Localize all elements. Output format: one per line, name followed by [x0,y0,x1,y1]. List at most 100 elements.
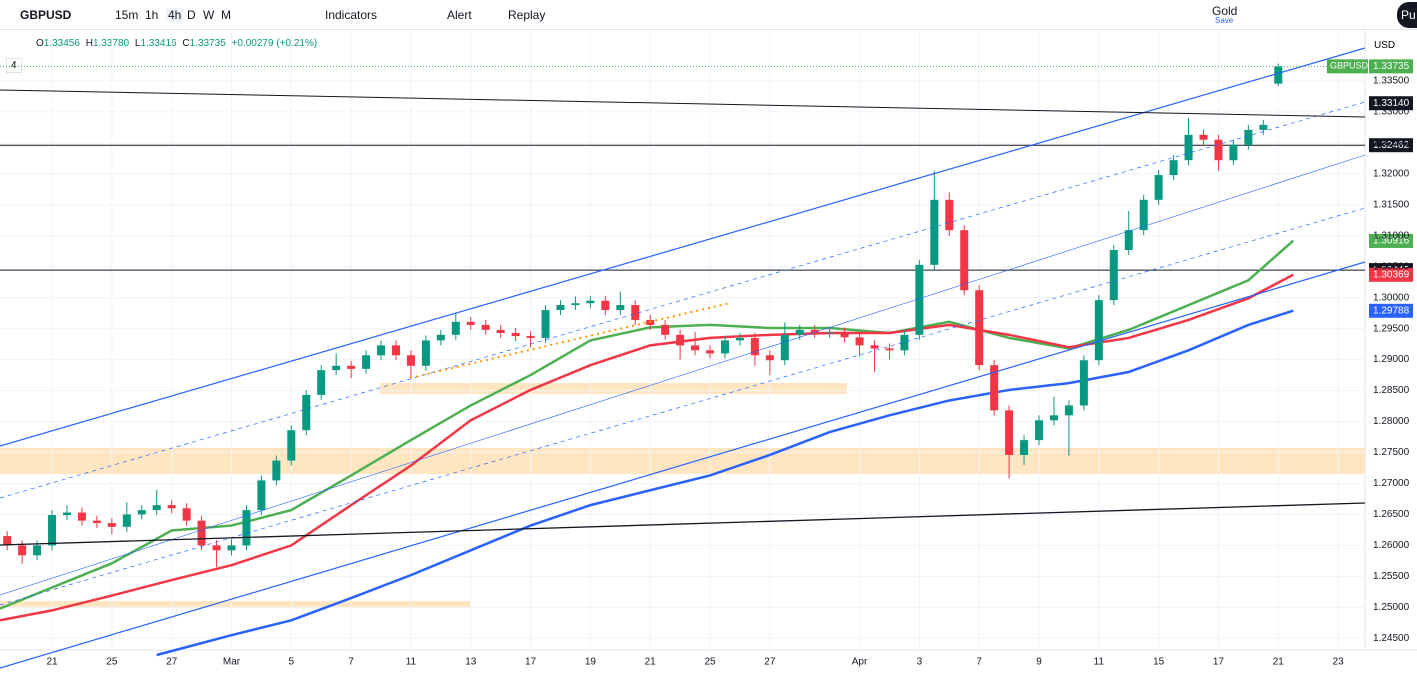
candle-body [900,334,909,351]
button[interactable]: Alert [447,8,472,22]
candle-body [541,310,550,338]
x-tick-label: 7 [976,657,982,668]
candle-body [661,324,670,335]
candle-body [1079,360,1088,406]
interval[interactable]: 4h [166,8,184,22]
candle-body [287,430,296,461]
channel-line [0,207,1366,606]
candle-body [347,365,356,369]
candle-body [1064,405,1073,416]
candle-body [616,305,625,311]
x-tick-label: Apr [852,657,868,668]
x-tick-label: 7 [348,657,354,668]
y-tick-label: 1.31000 [1373,230,1410,241]
x-tick-label: 27 [166,657,178,668]
ohlc-value: 1.33416 [140,38,177,49]
candle-body [33,545,42,556]
price-label: 1.33140 [1373,98,1410,109]
drawings [0,47,1366,669]
channel-line [0,101,1366,499]
candle-body [1154,175,1163,200]
x-tick-label: 17 [1213,657,1225,668]
candle-body [1259,124,1268,130]
save[interactable]: Save [1215,16,1234,25]
y-tick-label: 1.30000 [1373,292,1410,303]
candle-body [227,545,236,551]
candle-body [272,460,281,481]
currency[interactable]: USD [1374,40,1396,51]
interval[interactable]: 1h [145,8,159,22]
candle-body [840,332,849,338]
candle-body [1109,249,1118,301]
price-label-bg [1369,59,1413,74]
button[interactable]: Replay [508,8,546,22]
y-tick-label: 1.32500 [1373,137,1410,148]
candle-body [377,345,386,356]
x-tick-label: 3 [917,657,923,668]
layout-name[interactable]: Gold [1212,4,1238,18]
x-tick-label: 21 [46,657,58,668]
price-label: 1.30369 [1373,269,1410,280]
ohlc-value: 1.33456 [43,38,80,49]
price-label: 1.33735 [1373,61,1410,72]
candle-body [990,365,999,411]
candle-body [421,340,430,366]
price-label-bg [1369,138,1413,153]
y-tick-label: 1.30500 [1373,261,1410,272]
candle-body [1020,440,1029,455]
candle-body [571,303,580,306]
interval[interactable]: W [203,8,215,22]
interval[interactable]: M [221,8,231,22]
price-label: 1.32462 [1373,140,1410,151]
candle-body [975,290,984,366]
candle-body [48,515,57,546]
candle-body [1035,420,1044,441]
interval[interactable]: D [187,8,196,22]
x-tick-label: 15 [1153,657,1165,668]
candle-body [406,355,415,366]
candle-body [466,321,475,325]
candle-body [720,340,729,354]
candle-body [631,305,640,320]
x-tick-label: 25 [106,657,118,668]
candle-body [1199,134,1208,140]
zone [0,448,1365,474]
candle-body [1049,415,1058,421]
y-tick-label: 1.28000 [1373,416,1410,427]
candle-body [391,345,400,356]
x-tick-label: 21 [645,657,657,668]
trend-line [0,89,1366,118]
x-tick-label: 23 [1333,657,1345,668]
y-tick-label: 1.29500 [1373,323,1410,334]
y-tick-label: 1.29000 [1373,354,1410,365]
trend-line [0,502,1366,546]
candle-body [77,512,86,521]
candle-body [1184,134,1193,161]
x-tick-label: 11 [406,657,417,668]
indicator-count[interactable]: 4 [6,58,22,73]
candle-body [855,337,864,346]
candle-body [870,345,879,349]
publish[interactable]: Pu [1397,2,1417,28]
candle-body [810,329,819,333]
symbol[interactable]: GBPUSD [20,8,72,22]
candle-body [945,199,954,231]
toolbar: GBPUSD 15m 1h 4h D W M Indicators Alert … [0,0,1417,30]
candle-body [1005,410,1014,455]
candle-body [1214,139,1223,161]
candle-body [511,332,520,337]
candle-body [735,337,744,341]
x-tick-label: 19 [585,657,597,668]
candle-body [960,230,969,291]
moving-average [156,309,1294,657]
candle-body [167,505,176,509]
interval[interactable]: 15m [115,8,139,22]
candle-body [526,336,535,338]
button[interactable]: Indicators [325,8,378,22]
x-tick-label: Mar [223,657,241,668]
ohlc-value: 1.33735 [189,38,226,49]
candle-body [62,512,71,516]
y-tick-label: 1.26000 [1373,540,1410,551]
channel-line [0,261,1366,669]
